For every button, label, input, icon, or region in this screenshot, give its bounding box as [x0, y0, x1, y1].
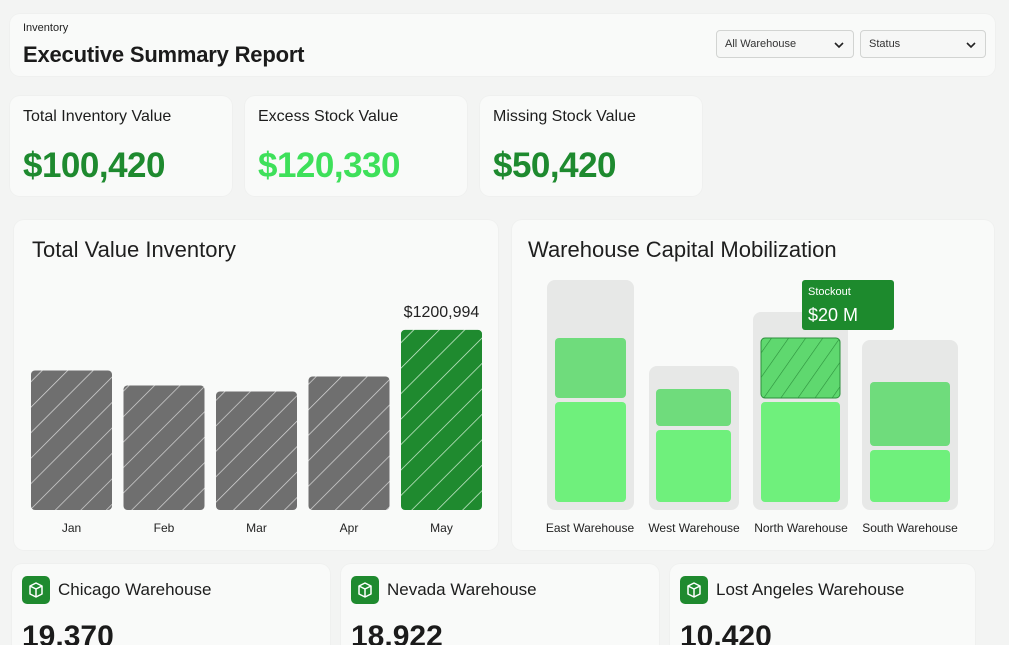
box-icon — [351, 576, 379, 604]
bar-may[interactable] — [401, 329, 482, 510]
chart-title: Warehouse Capital Mobilization — [528, 237, 837, 262]
chart-title: Total Value Inventory — [32, 237, 236, 262]
kpi-value: $100,420 — [23, 146, 165, 185]
x-tick-label: South Warehouse — [862, 521, 958, 535]
warehouse-card-los-angeles[interactable]: Lost Angeles Warehouse 10,420 — [670, 564, 975, 645]
warehouse-value: 19,370 — [22, 620, 114, 645]
box-icon — [22, 576, 50, 604]
bar-segment-upper[interactable] — [555, 338, 626, 398]
kpi-card-missing-stock: Missing Stock Value $50,420 — [480, 96, 702, 196]
x-tick-label: East Warehouse — [545, 521, 635, 535]
kpi-label: Total Inventory Value — [23, 108, 172, 125]
bar-segment-highlighted[interactable] — [760, 337, 841, 399]
kpi-card-excess-stock: Excess Stock Value $120,330 — [245, 96, 467, 196]
bar-value-label: $1200,994 — [403, 303, 480, 321]
status-filter-select[interactable]: Status — [860, 30, 986, 58]
stacked-bar-chart — [547, 280, 958, 510]
x-tick-label: North Warehouse — [754, 521, 848, 535]
bar-mar[interactable] — [216, 391, 297, 511]
x-tick-label: May — [430, 521, 453, 535]
bar-chart — [31, 329, 482, 511]
box-icon — [680, 576, 708, 604]
kpi-value: $120,330 — [258, 146, 400, 185]
warehouse-filter-select[interactable]: All Warehouse — [716, 30, 854, 58]
bar-jan[interactable] — [31, 370, 112, 511]
x-tick-label: Mar — [246, 521, 267, 535]
bar-segment-upper[interactable] — [870, 382, 950, 446]
report-header: Inventory Executive Summary Report All W… — [10, 14, 995, 76]
stockout-tooltip: Stockout $20 M — [802, 280, 894, 330]
breadcrumb[interactable]: Inventory — [23, 22, 69, 34]
bar-segment-lower[interactable] — [870, 450, 950, 502]
warehouse-name: Lost Angeles Warehouse — [716, 580, 905, 599]
warehouse-card-chicago[interactable]: Chicago Warehouse 19,370 — [12, 564, 330, 645]
warehouse-filter-value: All Warehouse — [725, 38, 797, 50]
x-tick-label: Apr — [339, 521, 359, 535]
x-tick-label: Jan — [61, 521, 82, 535]
page-title: Executive Summary Report — [23, 42, 305, 67]
bar-segment-lower[interactable] — [761, 402, 840, 502]
kpi-card-total-inventory: Total Inventory Value $100,420 — [10, 96, 232, 196]
x-tick-label: Feb — [153, 521, 175, 535]
total-value-inventory-chart: Total Value Inventory Jan Feb Mar Apr May $12… — [14, 220, 498, 550]
bar-segment-lower[interactable] — [555, 402, 626, 502]
warehouse-value: 18,922 — [351, 620, 443, 645]
warehouse-card-nevada[interactable]: Nevada Warehouse 18,922 — [341, 564, 659, 645]
warehouse-value: 10,420 — [680, 620, 772, 645]
tooltip-label: Stockout — [808, 286, 851, 298]
warehouse-name: Nevada Warehouse — [387, 580, 537, 599]
kpi-label: Missing Stock Value — [493, 108, 636, 125]
chevron-down-icon — [834, 42, 844, 49]
warehouse-name: Chicago Warehouse — [58, 580, 212, 599]
kpi-value: $50,420 — [493, 146, 617, 185]
warehouse-capital-chart: Warehouse Capital Mobilization Stockout … — [512, 220, 994, 550]
chevron-down-icon — [966, 42, 976, 49]
status-filter-value: Status — [869, 38, 901, 50]
bar-feb[interactable] — [123, 385, 205, 511]
bar-segment-upper[interactable] — [656, 389, 731, 426]
kpi-label: Excess Stock Value — [258, 108, 399, 125]
tooltip-value: $20 M — [808, 305, 859, 325]
x-tick-label: West Warehouse — [648, 521, 740, 535]
bar-apr[interactable] — [308, 376, 390, 511]
bar-segment-lower[interactable] — [656, 430, 731, 502]
